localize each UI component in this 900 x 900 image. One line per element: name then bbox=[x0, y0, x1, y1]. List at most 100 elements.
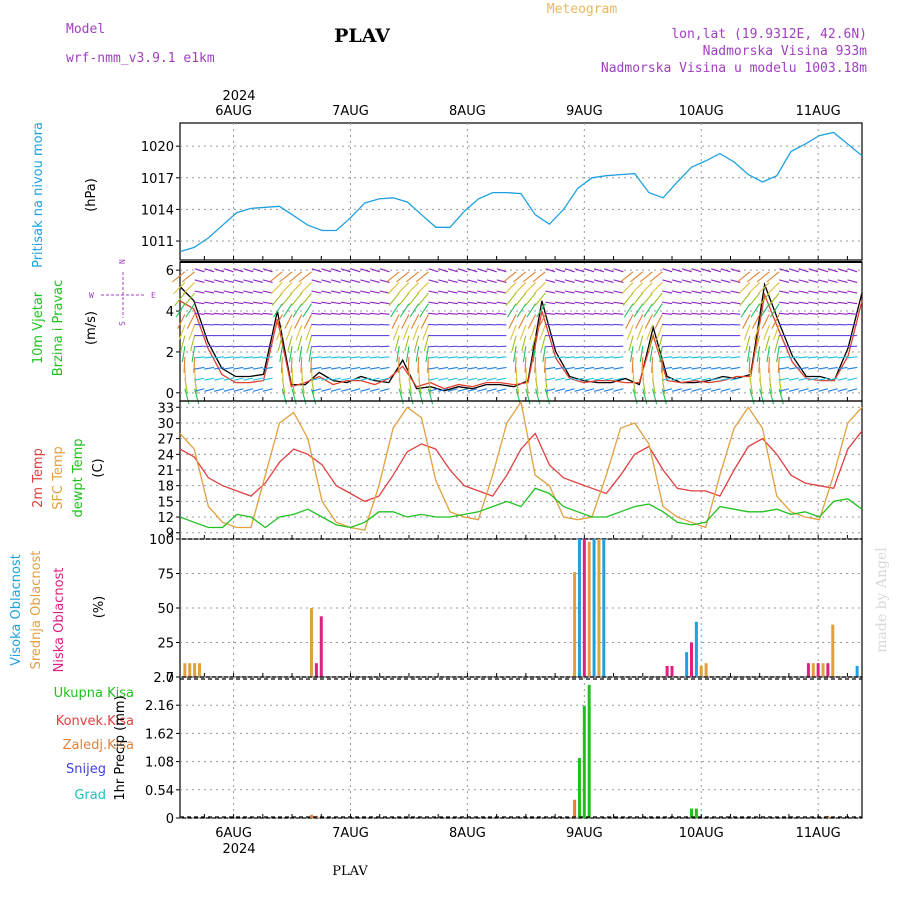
y-tick-label: 21 bbox=[157, 464, 174, 479]
wind-arrow bbox=[330, 388, 341, 392]
y-tick-label: 25 bbox=[157, 637, 174, 652]
wind-arrow bbox=[477, 290, 488, 294]
wind-arrow bbox=[748, 356, 751, 373]
wind-arrow bbox=[613, 279, 624, 283]
bar bbox=[690, 642, 693, 677]
wind-arrow bbox=[186, 314, 196, 329]
temp-label-dewpt: dewpt Temp bbox=[71, 438, 86, 517]
pressure-panel: 1011 1014 1017 1020 bbox=[141, 122, 863, 261]
wind-arrow bbox=[340, 323, 351, 326]
wind-arrow bbox=[397, 282, 410, 295]
wind-arrow bbox=[640, 282, 653, 295]
wind-arrow bbox=[768, 367, 771, 384]
wind-arrow bbox=[340, 268, 351, 273]
y-tick-label: 0.54 bbox=[145, 784, 174, 799]
bottom-day-label: 10AUG bbox=[679, 826, 724, 841]
wind-arrow bbox=[837, 356, 848, 359]
wind-arrow bbox=[847, 377, 858, 381]
wind-arrow bbox=[486, 345, 497, 348]
wind-arrow bbox=[280, 356, 283, 373]
wind-arrow bbox=[662, 290, 673, 294]
wind-arrow bbox=[516, 303, 527, 318]
wind-arrow bbox=[827, 290, 838, 294]
bar bbox=[319, 616, 323, 677]
wind-arrow bbox=[788, 312, 799, 315]
wind-arrow bbox=[584, 377, 595, 381]
wind-arrow bbox=[194, 366, 205, 370]
wind-arrow bbox=[740, 303, 751, 318]
wind-arrow bbox=[651, 356, 654, 373]
wind-arrow bbox=[798, 345, 809, 348]
wind-arrow bbox=[603, 377, 614, 381]
wind-arrow bbox=[837, 312, 848, 315]
wind-arrow bbox=[603, 323, 614, 326]
bar bbox=[831, 624, 835, 677]
wind-arrow bbox=[837, 377, 848, 381]
y-tick-label: 4 bbox=[166, 305, 174, 320]
wind-arrow bbox=[287, 335, 293, 352]
station-title: PLAV bbox=[334, 25, 391, 47]
wind-arrow bbox=[827, 345, 838, 348]
wind-arrow bbox=[243, 268, 254, 273]
wind-arrow bbox=[746, 271, 761, 283]
wind-arrow bbox=[175, 303, 186, 318]
wind-arrow bbox=[379, 345, 390, 348]
wind-arrow bbox=[720, 323, 731, 326]
wind-arrow bbox=[511, 335, 517, 352]
wind-arrow bbox=[486, 290, 497, 294]
wind-arrow bbox=[847, 388, 858, 392]
bar bbox=[694, 808, 698, 818]
bar bbox=[577, 539, 581, 677]
wind-arrow bbox=[730, 301, 741, 305]
wind-arrow bbox=[574, 345, 585, 348]
wind-arrow bbox=[311, 366, 322, 370]
wind-arrow bbox=[519, 324, 527, 341]
wind-arrow bbox=[603, 356, 614, 359]
wind-arrow bbox=[738, 282, 751, 295]
wind-arrow bbox=[386, 271, 400, 283]
wind-arrow bbox=[613, 377, 624, 381]
wind-arrow bbox=[837, 290, 848, 294]
wind-arrow bbox=[642, 292, 653, 306]
series-line bbox=[179, 430, 863, 503]
wind-arrow bbox=[360, 377, 371, 381]
wind-arrow bbox=[447, 290, 458, 294]
wind-arrow bbox=[262, 312, 273, 315]
wind-arrow bbox=[233, 356, 244, 359]
wind-arrow bbox=[193, 356, 196, 373]
wind-arrow bbox=[379, 312, 390, 315]
wind-arrow bbox=[710, 323, 721, 326]
wind-arrow bbox=[340, 377, 351, 381]
wind-arrow bbox=[818, 377, 829, 381]
bar bbox=[573, 799, 577, 818]
wind-arrow bbox=[646, 324, 654, 341]
wind-arrow bbox=[467, 345, 478, 348]
wind-arrow bbox=[837, 279, 848, 283]
wind-arrow bbox=[513, 271, 527, 283]
wind-arrow bbox=[827, 268, 838, 273]
wind-arrow bbox=[281, 388, 287, 405]
wind-arrow bbox=[720, 279, 731, 283]
wind-arrow bbox=[710, 279, 721, 283]
wind-arrow bbox=[457, 345, 468, 348]
wind-arrow bbox=[662, 301, 673, 305]
wind-arrow bbox=[437, 301, 449, 305]
y-tick-label: 6 bbox=[166, 264, 174, 279]
info-coordinates: lon,lat (19.9312E, 42.6N) bbox=[671, 27, 867, 42]
wind-arrow bbox=[651, 367, 654, 384]
wind-arrow bbox=[425, 346, 429, 363]
wind-arrow bbox=[447, 279, 458, 283]
wind-arrow bbox=[564, 301, 575, 305]
wind-compass: W E N S bbox=[89, 259, 156, 326]
wind-arrow bbox=[279, 271, 293, 283]
bottom-day-label: 11AUG bbox=[796, 826, 841, 841]
series-line bbox=[179, 131, 863, 253]
wind-arrow bbox=[360, 388, 371, 392]
wind-arrow bbox=[379, 301, 390, 305]
wind-arrow bbox=[477, 268, 488, 273]
wind-arrow bbox=[847, 301, 858, 305]
wind-arrow bbox=[827, 312, 838, 315]
wind-arrow bbox=[761, 314, 770, 329]
wind-arrow bbox=[223, 290, 234, 294]
wind-arrow bbox=[574, 301, 585, 305]
